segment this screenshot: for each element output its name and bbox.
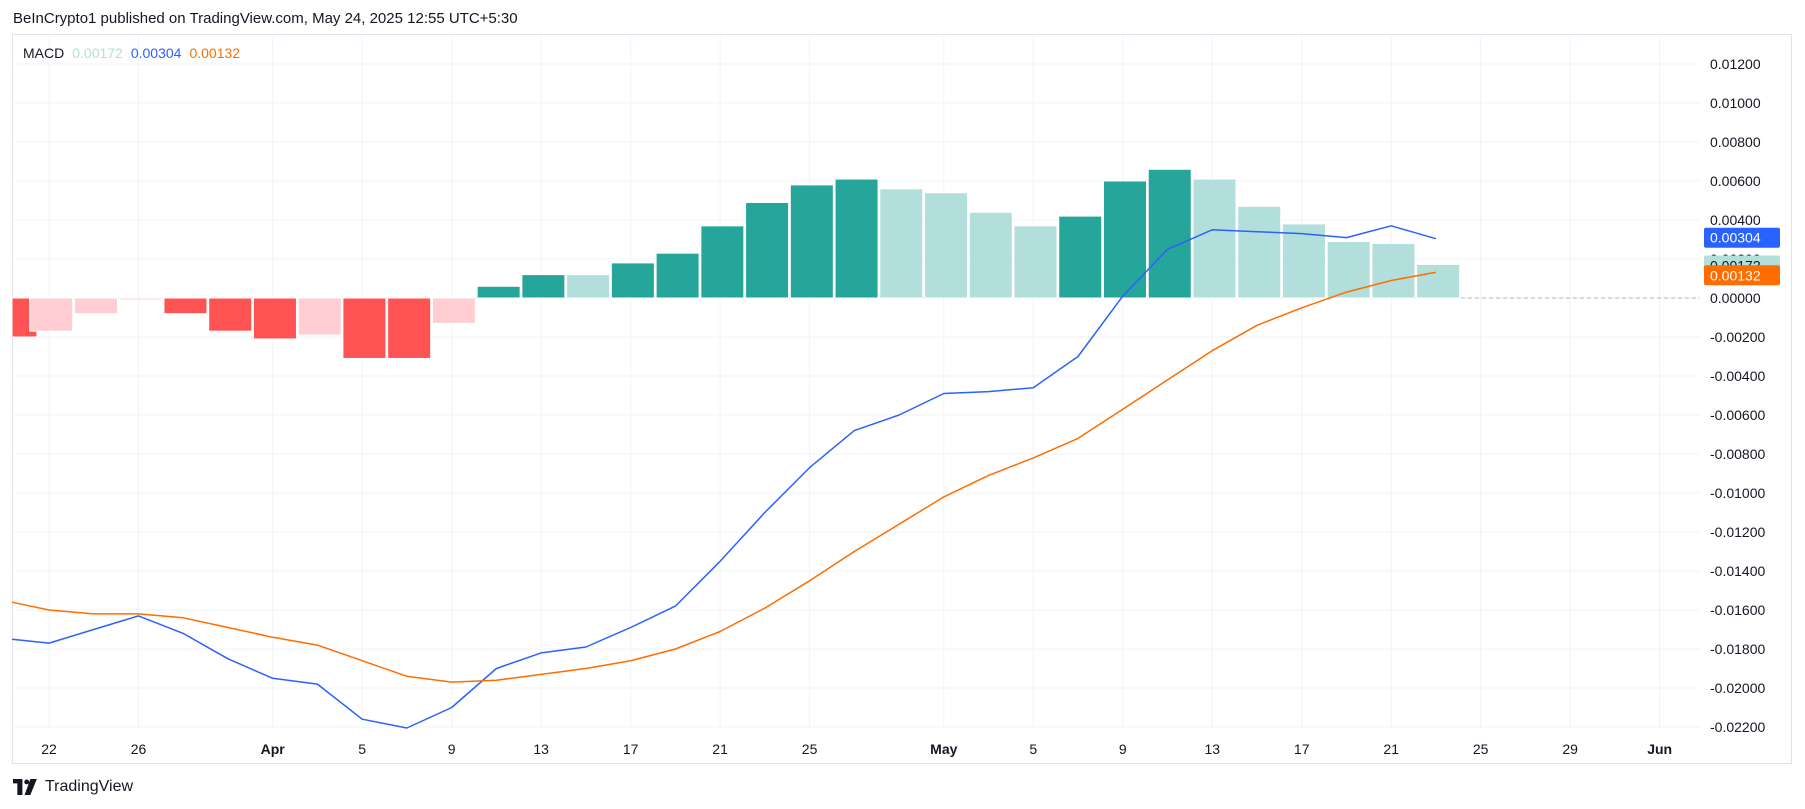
histogram-bar <box>476 285 521 299</box>
histogram-bar <box>789 184 834 299</box>
y-tick-label: -0.00800 <box>1710 446 1765 462</box>
x-tick-label: Jun <box>1647 741 1672 757</box>
last-value-tag-label: 0.00132 <box>1710 267 1761 283</box>
histogram-bar <box>879 188 924 299</box>
y-tick-label: -0.01200 <box>1710 524 1765 540</box>
y-tick-label: 0.01000 <box>1710 95 1761 111</box>
histogram-bar <box>924 192 969 299</box>
last-value-tag-label: 0.00304 <box>1710 230 1761 246</box>
x-tick-label: 5 <box>1029 741 1037 757</box>
chart-pane[interactable] <box>12 34 1792 764</box>
brand-name: TradingView <box>45 778 134 795</box>
x-tick-label: Apr <box>261 741 286 757</box>
histogram-bar <box>1058 215 1103 299</box>
histogram-bar <box>73 297 118 315</box>
histogram-bar <box>252 297 297 340</box>
tradingview-logo-icon <box>13 779 37 795</box>
x-tick-label: 29 <box>1562 741 1578 757</box>
y-tick-label: 0.00400 <box>1710 212 1761 228</box>
x-tick-label: 21 <box>1383 741 1399 757</box>
y-tick-label: -0.01000 <box>1710 485 1765 501</box>
y-tick-label: 0.00800 <box>1710 134 1761 150</box>
legend-macd-value: 0.00304 <box>130 45 182 61</box>
y-tick-label: -0.00600 <box>1710 407 1765 423</box>
histogram-bar <box>1237 205 1282 299</box>
histogram-bar <box>1013 225 1058 299</box>
x-tick-label: 21 <box>712 741 728 757</box>
y-tick-label: 0.00600 <box>1710 173 1761 189</box>
histogram-bar <box>342 297 387 359</box>
histogram-bar <box>163 297 208 315</box>
histogram-bar <box>118 297 163 301</box>
histogram-bar <box>1147 168 1192 299</box>
tradingview-branding[interactable]: TradingView <box>13 778 133 796</box>
histogram-bar <box>1192 178 1237 299</box>
x-tick-label: May <box>930 741 957 757</box>
y-tick-label: -0.02000 <box>1710 680 1765 696</box>
last-value-tag <box>1704 227 1780 248</box>
histogram-bar <box>1416 263 1461 299</box>
grid <box>12 36 1700 728</box>
publish-info: BeInCrypto1 published on TradingView.com… <box>13 10 518 27</box>
x-tick-label: 13 <box>1204 741 1220 757</box>
histogram-bar <box>208 297 253 332</box>
histogram-bar <box>1371 242 1416 299</box>
x-tick-label: 13 <box>533 741 549 757</box>
histogram <box>11 168 1461 359</box>
y-tick-label: 0.01200 <box>1710 56 1761 72</box>
histogram-bar <box>610 262 655 299</box>
x-tick-label: 9 <box>1119 741 1127 757</box>
x-tick-label: 22 <box>41 741 57 757</box>
y-tick-label: -0.01800 <box>1710 641 1765 657</box>
histogram-bar <box>1102 180 1147 299</box>
histogram-bar <box>521 274 566 299</box>
histogram-bar <box>297 297 342 336</box>
x-tick-label: 5 <box>358 741 366 757</box>
x-tick-label: 25 <box>1473 741 1489 757</box>
histogram-bar <box>745 201 790 299</box>
x-tick-label: 26 <box>131 741 147 757</box>
x-tick-label: 25 <box>802 741 818 757</box>
histogram-bar <box>655 252 700 299</box>
y-tick-label: 0.00000 <box>1710 290 1761 306</box>
y-tick-label: -0.00400 <box>1710 368 1765 384</box>
histogram-bar <box>387 297 432 359</box>
x-tick-label: 17 <box>1294 741 1310 757</box>
legend-signal-value: 0.00132 <box>189 45 241 61</box>
histogram-bar <box>1281 223 1326 299</box>
y-tick-label: -0.01600 <box>1710 602 1765 618</box>
x-tick-label: 17 <box>623 741 639 757</box>
y-tick-label: -0.01400 <box>1710 563 1765 579</box>
y-tick-label: -0.02200 <box>1710 719 1765 735</box>
lines <box>11 225 1437 729</box>
histogram-bar <box>700 225 745 299</box>
x-tick-label: 9 <box>448 741 456 757</box>
histogram-bar <box>431 297 476 324</box>
macd-chart[interactable]: 0.012000.010000.008000.006000.004000.002… <box>0 0 1805 775</box>
y-axis: 0.012000.010000.008000.006000.004000.002… <box>1710 56 1765 735</box>
histogram-bar <box>834 178 879 299</box>
macd-legend[interactable]: MACD 0.00172 0.00304 0.00132 <box>23 45 240 61</box>
signal-line <box>11 271 1437 683</box>
legend-name: MACD <box>23 45 65 61</box>
legend-histogram-value: 0.00172 <box>72 45 123 61</box>
macd-line <box>11 225 1437 729</box>
histogram-bar <box>968 211 1013 299</box>
y-tick-label: -0.00200 <box>1710 329 1765 345</box>
histogram-bar <box>1326 240 1371 299</box>
histogram-bar <box>29 297 74 332</box>
histogram-bar <box>566 274 611 299</box>
last-value-tag <box>1704 265 1780 286</box>
x-axis: 22 26 Apr 5 9 13 17 21 25 May 5 9 13 17 21 25 29 Jun <box>41 741 1672 757</box>
